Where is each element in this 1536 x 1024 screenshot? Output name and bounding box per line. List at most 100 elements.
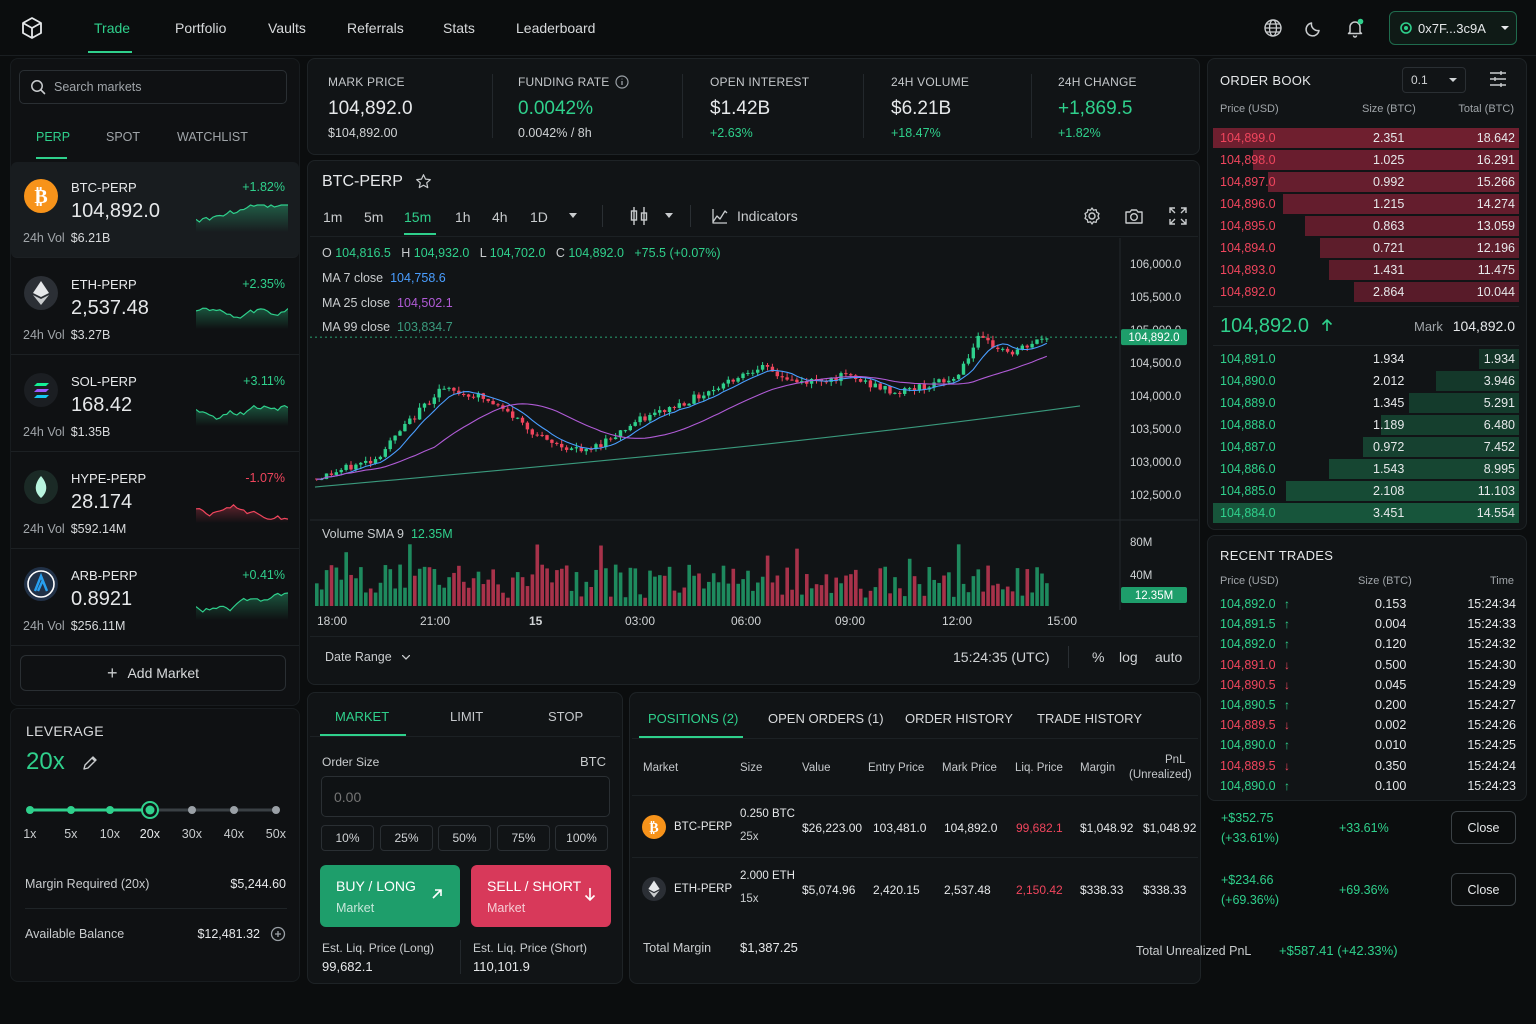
timeframe-5m[interactable]: 5m	[364, 209, 384, 225]
ask-row[interactable]: 104,899.0 2.351 18.642	[1213, 127, 1519, 149]
close-position-button[interactable]: Close	[1451, 873, 1516, 906]
date-range-button[interactable]: Date Range	[325, 650, 410, 664]
tab-perp[interactable]: PERP	[36, 130, 71, 144]
timeframe-1m[interactable]: 1m	[323, 209, 343, 225]
close-position-button[interactable]: Close	[1451, 811, 1516, 844]
market-row-sol-perp[interactable]: SOL-PERP 168.42 24h Vol $1.35B +3.11%	[11, 356, 299, 452]
star-icon[interactable]	[415, 173, 432, 190]
search-box[interactable]	[19, 70, 287, 104]
add-funds-icon[interactable]	[270, 926, 286, 942]
bid-row[interactable]: 104,889.0 1.345 5.291	[1213, 392, 1519, 414]
market-row-btc-perp[interactable]: ₿ BTC-PERP 104,892.0 24h Vol $6.21B +1.82%	[11, 162, 299, 258]
sell-short-button[interactable]: SELL / SHORT Market	[471, 865, 611, 927]
slider-stop[interactable]	[67, 806, 75, 814]
percent-button-10[interactable]: 10%	[321, 825, 374, 851]
bid-row[interactable]: 104,891.0 1.934 1.934	[1213, 348, 1519, 370]
nav-leaderboard[interactable]: Leaderboard	[516, 20, 596, 36]
moon-icon[interactable]	[1304, 18, 1324, 38]
bid-row[interactable]: 104,885.0 2.108 11.103	[1213, 480, 1519, 502]
market-row-eth-perp[interactable]: ETH-PERP 2,537.48 24h Vol $3.27B +2.35%	[11, 259, 299, 355]
tab-positions[interactable]: POSITIONS (2)	[648, 711, 739, 726]
leverage-tick-5x[interactable]: 5x	[64, 827, 78, 841]
tab-market-order[interactable]: MARKET	[335, 709, 390, 724]
leverage-tick-10x[interactable]: 10x	[99, 827, 120, 841]
edit-icon[interactable]	[81, 754, 99, 772]
leverage-tick-1x[interactable]: 1x	[23, 827, 37, 841]
orderbook-layout-icon[interactable]	[1488, 70, 1508, 88]
stat-24h-change: 24H CHANGE +1,869.5 +1.82%	[1058, 75, 1137, 140]
nav-trade[interactable]: Trade	[94, 20, 131, 36]
timeframe-1h[interactable]: 1h	[455, 209, 471, 225]
slider-stop[interactable]	[106, 806, 114, 814]
candle-type-icon[interactable]	[629, 205, 649, 227]
market-row-hype-perp[interactable]: HYPE-PERP 28.174 24h Vol $592.14M -1.07%	[11, 453, 299, 549]
price-chart[interactable]: 106,000.0105,500.0105,000.0104,500.0104,…	[310, 238, 1198, 612]
timeframe-1D[interactable]: 1D	[530, 209, 548, 225]
tab-limit-order[interactable]: LIMIT	[450, 709, 484, 724]
bid-row[interactable]: 104,890.0 2.012 3.946	[1213, 370, 1519, 392]
bid-row[interactable]: 104,887.0 0.972 7.452	[1213, 436, 1519, 458]
search-input[interactable]	[54, 80, 274, 94]
auto-scale-toggle[interactable]: auto	[1155, 649, 1183, 665]
globe-icon[interactable]	[1263, 18, 1283, 38]
slider-stop[interactable]	[188, 806, 196, 814]
leverage-tick-30x[interactable]: 30x	[181, 827, 202, 841]
tab-order-history[interactable]: ORDER HISTORY	[905, 711, 1013, 726]
leverage-tick-40x[interactable]: 40x	[223, 827, 244, 841]
slider-stop[interactable]	[272, 806, 280, 814]
camera-icon[interactable]	[1124, 206, 1144, 226]
timeframe-more-icon[interactable]	[568, 213, 578, 219]
bid-row[interactable]: 104,886.0 1.543 8.995	[1213, 458, 1519, 480]
percent-button-100[interactable]: 100%	[555, 825, 608, 851]
logo-icon[interactable]	[20, 16, 44, 40]
ask-row[interactable]: 104,896.0 1.215 14.274	[1213, 193, 1519, 215]
volume-bar	[702, 588, 706, 606]
percent-button-75[interactable]: 75%	[497, 825, 550, 851]
info-icon[interactable]	[614, 75, 629, 89]
nav-vaults[interactable]: Vaults	[268, 20, 306, 36]
last-price-tag	[1121, 329, 1187, 346]
tab-stop-order[interactable]: STOP	[548, 709, 584, 724]
tab-trade-history[interactable]: TRADE HISTORY	[1037, 711, 1142, 726]
slider-stop[interactable]	[26, 806, 34, 814]
ask-row[interactable]: 104,893.0 1.431 11.475	[1213, 259, 1519, 281]
fullscreen-icon[interactable]	[1168, 206, 1188, 226]
bell-icon[interactable]	[1345, 18, 1365, 38]
leverage-slider[interactable]	[20, 798, 290, 822]
wallet-button[interactable]: 0x7F...3c9A	[1389, 11, 1517, 45]
buy-long-button[interactable]: BUY / LONG Market	[320, 865, 460, 927]
volume-bar	[1020, 595, 1025, 606]
leverage-tick-20x[interactable]: 20x	[139, 827, 160, 841]
ask-row[interactable]: 104,897.0 0.992 15.266	[1213, 171, 1519, 193]
add-market-button[interactable]: + Add Market	[20, 655, 286, 691]
percent-button-50[interactable]: 50%	[438, 825, 491, 851]
ask-row[interactable]: 104,892.0 2.864 10.044	[1213, 281, 1519, 303]
gear-icon[interactable]	[1082, 206, 1102, 226]
indicators-button[interactable]: Indicators	[711, 207, 798, 225]
order-size-input[interactable]	[321, 776, 610, 817]
nav-referrals[interactable]: Referrals	[347, 20, 404, 36]
chevron-down-icon[interactable]	[664, 213, 674, 219]
tick-size-select[interactable]: 0.1	[1402, 67, 1466, 93]
tab-spot[interactable]: SPOT	[106, 130, 141, 144]
ask-row[interactable]: 104,898.0 1.025 16.291	[1213, 149, 1519, 171]
volume-value: $1.35B	[70, 425, 111, 439]
percent-scale-toggle[interactable]: %	[1092, 649, 1105, 665]
percent-button-25[interactable]: 25%	[380, 825, 433, 851]
timeframe-15m[interactable]: 15m	[404, 209, 432, 225]
position-row[interactable]	[632, 796, 1198, 858]
ask-row[interactable]: 104,895.0 0.863 13.059	[1213, 215, 1519, 237]
market-row-arb-perp[interactable]: ARB-PERP 0.8921 24h Vol $256.11M +0.41%	[11, 550, 299, 646]
bid-row[interactable]: 104,884.0 3.451 14.554	[1213, 502, 1519, 524]
tab-open-orders[interactable]: OPEN ORDERS (1)	[768, 711, 884, 726]
timeframe-4h[interactable]: 4h	[492, 209, 508, 225]
tab-watchlist[interactable]: WATCHLIST	[177, 130, 248, 144]
slider-stop[interactable]	[230, 806, 238, 814]
ask-row[interactable]: 104,894.0 0.721 12.196	[1213, 237, 1519, 259]
nav-stats[interactable]: Stats	[443, 20, 475, 36]
leverage-tick-50x[interactable]: 50x	[265, 827, 286, 841]
nav-portfolio[interactable]: Portfolio	[175, 20, 227, 36]
bid-row[interactable]: 104,888.0 1.189 6.480	[1213, 414, 1519, 436]
candle	[819, 378, 824, 386]
log-scale-toggle[interactable]: log	[1119, 649, 1138, 665]
